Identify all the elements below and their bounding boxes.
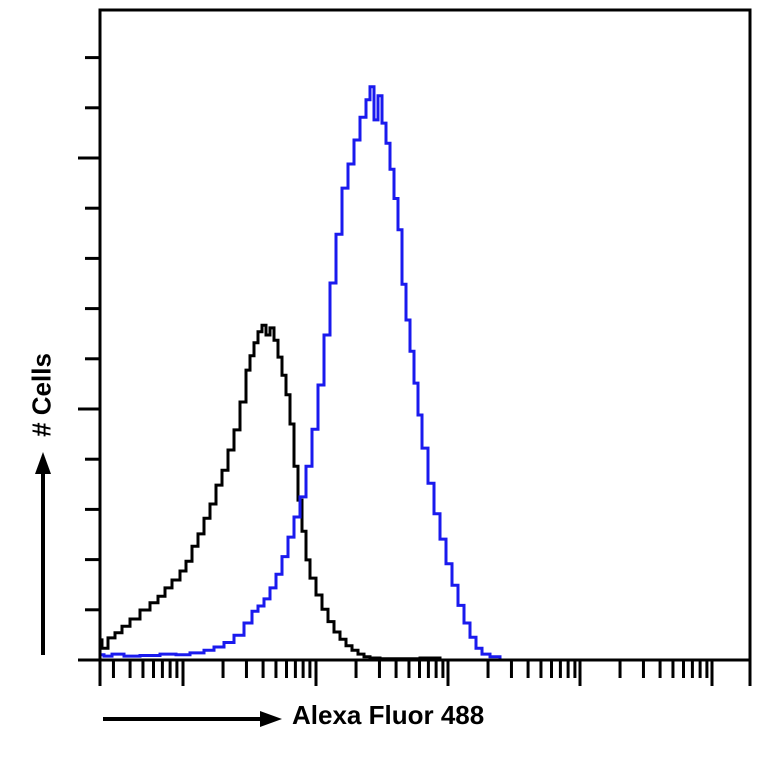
x-axis-ticks bbox=[98, 660, 752, 686]
control-histogram-line bbox=[98, 323, 442, 661]
plot-frame bbox=[98, 8, 752, 662]
x-axis-label: Alexa Fluor 488 bbox=[292, 700, 485, 730]
y-axis-label: # Cells bbox=[22, 340, 62, 450]
stained-histogram-line bbox=[98, 85, 502, 660]
x-axis-arrow-icon bbox=[103, 711, 282, 727]
y-axis-arrow-icon bbox=[35, 452, 51, 655]
y-axis-ticks bbox=[78, 56, 100, 662]
series-layer bbox=[98, 85, 502, 661]
y-axis-label-text: # Cells bbox=[26, 353, 57, 437]
